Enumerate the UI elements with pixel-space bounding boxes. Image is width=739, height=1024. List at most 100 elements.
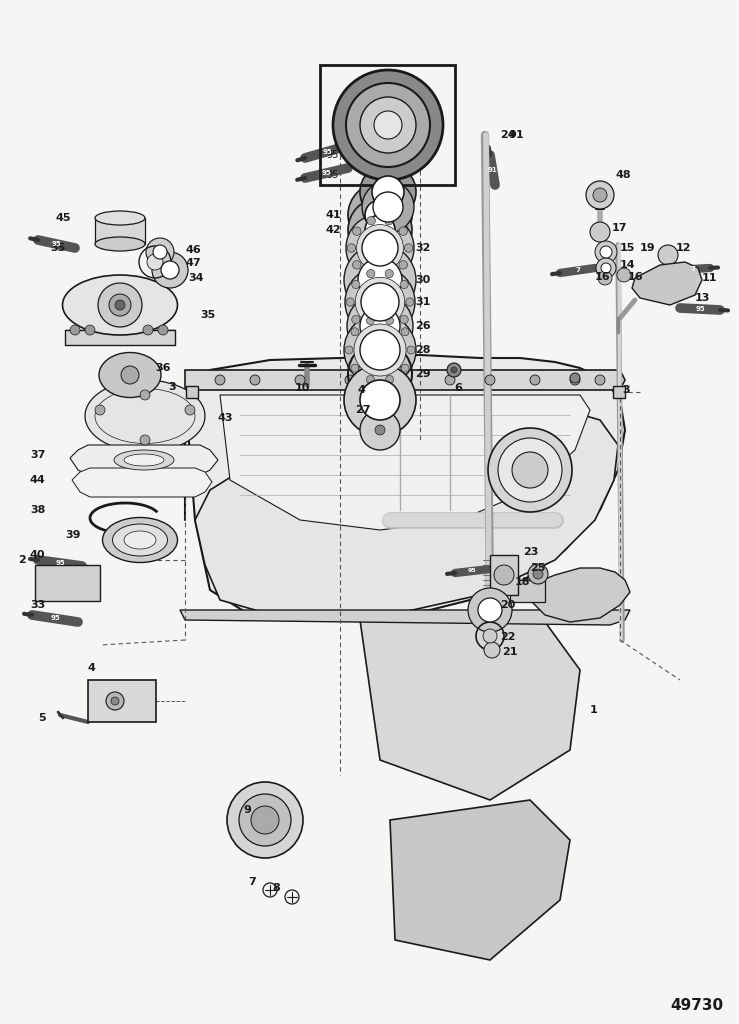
Circle shape (498, 438, 562, 502)
Circle shape (365, 215, 395, 245)
Text: 44: 44 (30, 475, 46, 485)
Circle shape (361, 283, 399, 321)
Circle shape (345, 375, 355, 385)
Circle shape (360, 380, 400, 420)
Bar (95, 218, 145, 244)
Text: 3: 3 (622, 385, 630, 395)
Circle shape (395, 375, 405, 385)
Circle shape (348, 198, 412, 262)
Circle shape (140, 390, 150, 400)
Text: 95: 95 (50, 615, 60, 622)
Circle shape (345, 267, 415, 337)
Circle shape (595, 241, 617, 263)
Circle shape (601, 263, 611, 273)
Circle shape (530, 375, 540, 385)
Circle shape (494, 565, 514, 585)
Circle shape (111, 697, 119, 705)
Text: 5: 5 (38, 713, 46, 723)
Circle shape (399, 261, 407, 269)
Text: 45: 45 (55, 213, 70, 223)
Circle shape (85, 325, 95, 335)
Text: 14: 14 (620, 260, 636, 270)
Circle shape (358, 258, 402, 302)
Circle shape (367, 316, 375, 325)
Text: 37: 37 (30, 450, 45, 460)
Text: 4: 4 (88, 663, 96, 673)
Circle shape (362, 181, 414, 233)
Text: 46: 46 (185, 245, 201, 255)
Text: 95: 95 (695, 306, 705, 312)
Circle shape (347, 244, 355, 252)
Circle shape (250, 375, 260, 385)
Text: 16: 16 (628, 272, 644, 282)
Bar (65, 330, 175, 345)
Text: 13: 13 (695, 293, 710, 303)
Circle shape (353, 261, 361, 269)
Polygon shape (185, 370, 625, 390)
Bar (613, 386, 625, 398)
Ellipse shape (112, 524, 168, 556)
Circle shape (295, 375, 305, 385)
Circle shape (451, 367, 457, 373)
Text: 35: 35 (50, 243, 65, 253)
Text: 43: 43 (218, 413, 234, 423)
Circle shape (385, 269, 393, 278)
Text: 8: 8 (272, 883, 280, 893)
Text: 35: 35 (200, 310, 215, 319)
Text: 21: 21 (502, 647, 517, 657)
Bar (186, 386, 198, 398)
Ellipse shape (95, 237, 145, 251)
Ellipse shape (85, 380, 205, 452)
Text: 40: 40 (30, 550, 46, 560)
Circle shape (352, 281, 360, 289)
Circle shape (590, 222, 610, 242)
Circle shape (367, 271, 375, 280)
Text: 4: 4 (358, 385, 366, 395)
Circle shape (512, 452, 548, 488)
Circle shape (375, 425, 385, 435)
Circle shape (109, 294, 131, 316)
Circle shape (373, 193, 403, 222)
Text: 11: 11 (702, 273, 718, 283)
Circle shape (146, 238, 174, 266)
Polygon shape (195, 410, 618, 620)
Bar (490, 555, 518, 595)
Circle shape (70, 325, 80, 335)
Text: 27: 27 (355, 406, 370, 415)
Bar (320, 65, 455, 185)
Circle shape (596, 258, 616, 278)
Circle shape (152, 252, 188, 288)
Circle shape (346, 83, 430, 167)
Circle shape (593, 188, 607, 202)
Text: 31: 31 (415, 297, 430, 307)
Circle shape (404, 244, 413, 252)
Text: 7: 7 (575, 267, 580, 273)
Circle shape (227, 782, 303, 858)
Ellipse shape (124, 454, 164, 466)
Circle shape (595, 375, 605, 385)
Text: 17: 17 (612, 223, 627, 233)
Polygon shape (70, 445, 218, 475)
Circle shape (362, 230, 398, 266)
Circle shape (367, 216, 375, 225)
Polygon shape (220, 395, 590, 530)
Ellipse shape (95, 211, 145, 225)
Circle shape (351, 328, 359, 336)
Text: 22: 22 (500, 632, 516, 642)
Circle shape (121, 366, 139, 384)
Text: 32: 32 (415, 243, 430, 253)
Circle shape (586, 181, 614, 209)
Circle shape (344, 244, 416, 316)
Circle shape (386, 316, 394, 325)
Circle shape (351, 365, 359, 372)
Circle shape (386, 376, 394, 383)
Ellipse shape (103, 517, 177, 562)
Text: 2: 2 (18, 555, 26, 565)
Text: 48: 48 (615, 170, 630, 180)
Circle shape (344, 314, 416, 386)
Text: 49730: 49730 (670, 997, 723, 1013)
Text: 7: 7 (248, 877, 256, 887)
Circle shape (147, 254, 163, 270)
Circle shape (158, 325, 168, 335)
Text: 30: 30 (415, 275, 430, 285)
